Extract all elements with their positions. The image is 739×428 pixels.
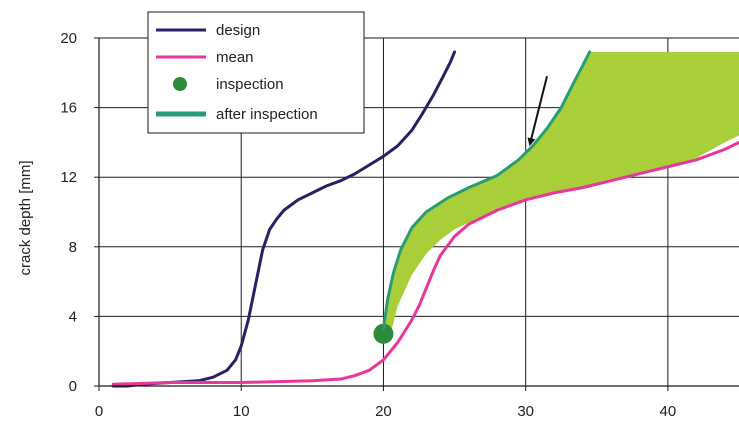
axes: 0 10 20 30 40 0 4 8 12 16 20 (60, 30, 739, 420)
legend-label: inspection (216, 76, 284, 93)
legend-label: mean (216, 49, 254, 66)
x-tick-label: 40 (660, 403, 677, 420)
y-tick-label: 12 (60, 169, 77, 186)
y-tick-label: 20 (60, 30, 77, 47)
y-tick-label: 16 (60, 100, 77, 117)
x-tick-label: 10 (233, 403, 250, 420)
y-tick-label: 8 (69, 239, 77, 256)
legend: design mean inspection after inspection (147, 11, 365, 134)
mean-line (111, 140, 739, 386)
design-line (111, 50, 457, 388)
legend-swatch-inspection (173, 77, 187, 91)
y-axis-label: crack depth [mm] (17, 160, 34, 275)
y-tick-label: 4 (69, 308, 77, 325)
annotation-arrow (527, 76, 548, 147)
annotation (527, 76, 548, 147)
series-lines (111, 50, 739, 388)
after-inspection-line (381, 50, 592, 331)
legend-label: after inspection (216, 106, 318, 123)
x-tick-label: 20 (375, 403, 392, 420)
x-tick-label: 30 (517, 403, 534, 420)
x-tick-label: 0 (95, 403, 103, 420)
band-area (383, 51, 739, 334)
legend-label: design (216, 22, 260, 39)
after-inspection-band (383, 51, 739, 334)
inspection-point (373, 323, 394, 344)
y-tick-label: 0 (69, 378, 77, 395)
